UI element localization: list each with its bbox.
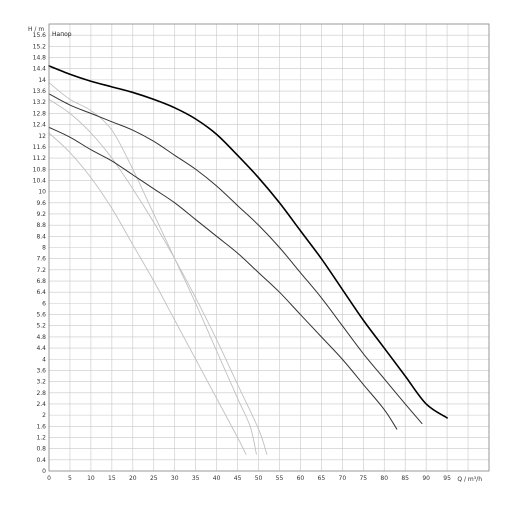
- y-tick-label: 13.2: [33, 99, 47, 106]
- x-axis-label: Q / m³/h: [457, 476, 482, 483]
- x-tick-label: 95: [443, 475, 451, 482]
- x-tick-label: 50: [255, 475, 263, 482]
- x-tick-label: 30: [171, 475, 179, 482]
- y-tick-label: 4: [42, 356, 46, 363]
- y-tick-label: 2.4: [36, 401, 46, 408]
- axes: 0 5 10 15 20 25 30 35 40 45 50 55 60 65 70 75 80 85 90 95 0 0…: [33, 23, 490, 482]
- y-tick-label: 8.4: [36, 233, 46, 240]
- y-tick-label: 13.6: [33, 88, 47, 95]
- y-tick-label: 7.2: [36, 267, 46, 274]
- auxiliary-curve: [48, 98, 268, 455]
- x-tick-label: 90: [422, 475, 430, 482]
- y-tick-label: 7.6: [36, 256, 46, 263]
- x-tick-label: 45: [234, 475, 242, 482]
- x-tick-label: 5: [68, 475, 72, 482]
- plot-frame: [48, 23, 490, 472]
- y-tick-label: 12.8: [33, 110, 47, 117]
- x-tick-label: 70: [339, 475, 347, 482]
- y-tick-label: 1.6: [36, 423, 46, 430]
- grid: [48, 23, 490, 472]
- y-tick-label: 0.8: [36, 446, 46, 453]
- y-tick-label: 10.8: [33, 166, 47, 173]
- x-tick-label: 40: [213, 475, 221, 482]
- x-tick-label: 35: [192, 475, 200, 482]
- y-tick-label: 9.6: [36, 200, 46, 207]
- x-tick-label: 25: [150, 475, 158, 482]
- y-tick-label: 15.6: [33, 32, 47, 39]
- y-tick-label: 14.8: [33, 55, 47, 62]
- y-tick-label: 6.8: [36, 278, 46, 285]
- x-tick-label: 10: [87, 475, 95, 482]
- y-tick-label: 3.6: [36, 367, 46, 374]
- y-tick-label: 2: [42, 412, 46, 419]
- y-tick-label: 2.8: [36, 390, 46, 397]
- x-tick-label: 80: [380, 475, 388, 482]
- y-tick-label: 4.4: [36, 345, 46, 352]
- x-tick-label: 0: [47, 475, 51, 482]
- y-tick-label: 1.2: [36, 434, 46, 441]
- y-tick-label: 14: [38, 77, 46, 84]
- head-curve-low: [48, 126, 398, 430]
- y-tick-label: 5.2: [36, 323, 46, 330]
- y-tick-label: 6.4: [36, 289, 46, 296]
- y-tick-label: 8: [42, 245, 46, 252]
- x-tick-label: 60: [297, 475, 305, 482]
- y-tick-label: 3.2: [36, 379, 46, 386]
- y-tick-label: 4.8: [36, 334, 46, 341]
- y-tick-label: 0.4: [36, 457, 46, 464]
- y-tick-label: 9.2: [36, 211, 46, 218]
- auxiliary-curve: [48, 82, 257, 455]
- y-tick-label: 10.4: [33, 177, 47, 184]
- auxiliary-curve: [48, 132, 247, 455]
- y-tick-label: 6: [42, 300, 46, 307]
- y-tick-label: 5.6: [36, 312, 46, 319]
- y-tick-label: 0: [42, 468, 46, 475]
- y-tick-label: 12.4: [33, 122, 47, 129]
- chart-title: Напор: [52, 31, 72, 38]
- head-curve-main: [48, 65, 448, 419]
- y-tick-label: 8.8: [36, 222, 46, 229]
- y-tick-label: 11.2: [33, 155, 47, 162]
- x-tick-label: 20: [129, 475, 137, 482]
- x-tick-label: 55: [276, 475, 284, 482]
- head-curve-mid: [48, 93, 423, 425]
- x-tick-label: 15: [108, 475, 116, 482]
- y-tick-label: 15.2: [33, 43, 47, 50]
- y-tick-label: 14.4: [33, 66, 47, 73]
- y-axis-label: H / m: [28, 26, 44, 33]
- y-tick-label: 10: [38, 189, 46, 196]
- curves: [48, 65, 448, 455]
- x-tick-label: 65: [318, 475, 326, 482]
- y-tick-label: 12: [38, 133, 46, 140]
- y-tick-label: 11.6: [33, 144, 47, 151]
- x-tick-label: 85: [401, 475, 409, 482]
- x-tick-label: 75: [359, 475, 367, 482]
